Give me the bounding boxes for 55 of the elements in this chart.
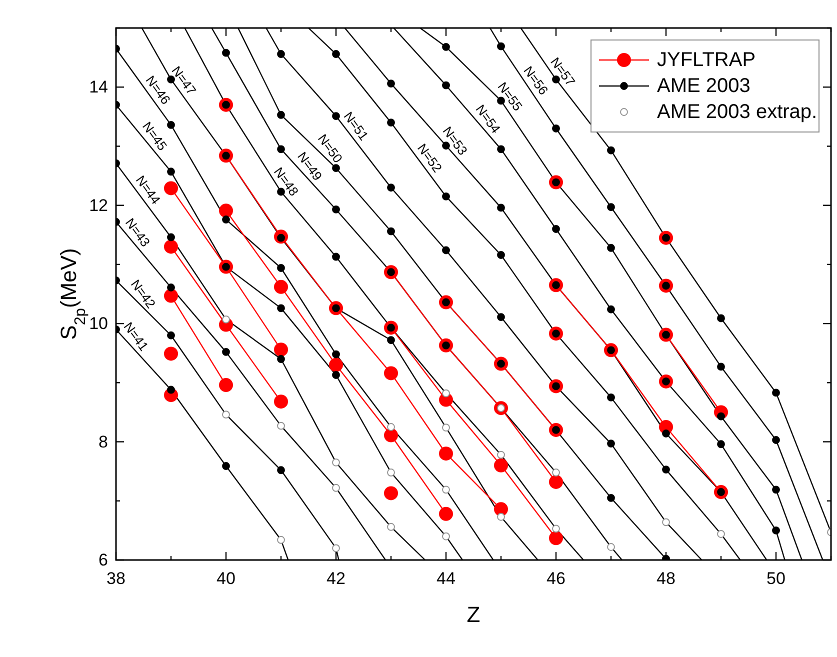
point — [387, 423, 395, 431]
x-tick-label: 48 — [656, 569, 676, 588]
x-tick-label: 40 — [216, 569, 236, 588]
point — [164, 346, 178, 361]
point — [332, 544, 340, 552]
point — [387, 468, 395, 476]
point — [219, 378, 233, 392]
point — [332, 484, 340, 492]
y-tick-label: 6 — [98, 550, 108, 570]
point — [274, 280, 288, 294]
point — [552, 524, 560, 533]
point — [442, 486, 450, 494]
point — [387, 522, 395, 531]
x-tick-label: 50 — [766, 569, 786, 588]
point — [439, 446, 453, 461]
point — [329, 358, 343, 372]
point — [549, 474, 563, 489]
point — [219, 204, 233, 218]
legend-label: AME 2003 — [657, 75, 750, 97]
point — [442, 389, 450, 398]
point — [384, 366, 398, 380]
point — [384, 428, 398, 442]
point — [494, 458, 508, 472]
point — [442, 532, 450, 540]
y-tick-label: 10 — [89, 314, 108, 334]
y-tick-label: 8 — [98, 432, 108, 452]
point — [607, 543, 615, 551]
x-tick-label: 44 — [436, 569, 456, 588]
point — [222, 410, 230, 419]
y-tick-label: 14 — [89, 78, 108, 97]
point — [222, 315, 230, 324]
point — [164, 240, 178, 254]
point — [717, 530, 725, 538]
point — [662, 518, 670, 526]
point — [277, 536, 285, 544]
point — [164, 288, 178, 303]
point — [439, 506, 453, 521]
legend-label: AME 2003 extrap. — [657, 101, 818, 123]
point — [549, 531, 563, 546]
point — [442, 424, 450, 432]
y-tick-label: 12 — [89, 196, 108, 215]
point — [497, 450, 505, 459]
x-tick-label: 38 — [106, 569, 126, 588]
point — [552, 468, 560, 476]
point — [274, 342, 288, 357]
x-axis-title: Z — [466, 602, 480, 627]
x-tick-label: 46 — [546, 569, 566, 588]
point — [274, 394, 288, 409]
point — [384, 486, 398, 500]
point — [277, 422, 285, 430]
point — [164, 181, 178, 196]
x-tick-label: 42 — [326, 569, 346, 588]
legend-label: JYFLTRAP — [657, 49, 756, 71]
point — [497, 512, 505, 521]
point — [332, 458, 340, 466]
